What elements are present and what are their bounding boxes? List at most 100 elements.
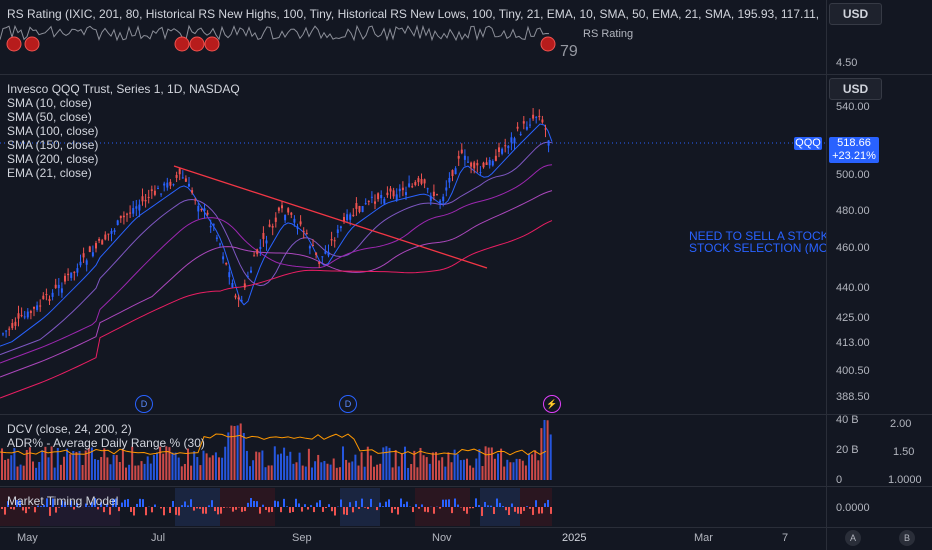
candle-body xyxy=(60,288,63,293)
chart-canvas[interactable] xyxy=(0,0,826,530)
volume-bar xyxy=(50,446,53,480)
volume-bar xyxy=(22,465,25,480)
candle-body xyxy=(250,270,252,273)
pane-divider[interactable] xyxy=(0,486,932,487)
volume-bar xyxy=(47,457,50,480)
candle-body xyxy=(2,333,4,335)
candle-body xyxy=(191,190,194,193)
candle-body xyxy=(352,214,355,217)
dividend-marker[interactable]: D xyxy=(135,395,153,413)
candle-body xyxy=(231,282,234,288)
dividend-marker[interactable]: D xyxy=(339,395,357,413)
candle-body xyxy=(463,155,466,160)
adr-indicator-title[interactable]: ADR% - Average Daily Range % (30) xyxy=(7,436,205,450)
timing-bar xyxy=(301,507,303,512)
candle-body xyxy=(417,178,420,183)
earnings-marker[interactable]: ⚡ xyxy=(543,395,561,413)
timing-bar xyxy=(391,507,393,513)
timing-bar xyxy=(190,499,192,507)
rs-rating-value: 79 xyxy=(560,43,578,60)
candle-body xyxy=(411,186,414,188)
pane-divider[interactable] xyxy=(0,414,932,415)
candle-body xyxy=(222,256,225,260)
volume-bar xyxy=(205,453,208,480)
timing-bar xyxy=(532,507,534,515)
timing-bar xyxy=(259,507,261,514)
timing-bar xyxy=(211,500,213,507)
candle-body xyxy=(5,330,8,332)
timing-bar xyxy=(217,507,219,515)
volume-bar xyxy=(311,467,313,480)
volume-bar xyxy=(239,423,242,480)
market-timing-title[interactable]: Market Timing Model xyxy=(7,494,119,508)
dcv-indicator-title[interactable]: DCV (close, 24, 200, 2) xyxy=(7,422,132,436)
timing-bar xyxy=(316,502,318,507)
auto-scale-button[interactable]: A xyxy=(845,530,861,546)
indicator-sma10[interactable]: SMA (10, close) xyxy=(7,96,92,110)
candle-body xyxy=(157,188,159,190)
candle-body xyxy=(467,161,469,163)
volume-bar xyxy=(249,466,251,480)
timing-bar xyxy=(466,507,468,514)
timing-bar xyxy=(97,507,99,510)
price-tick: 460.00 xyxy=(836,242,870,254)
time-axis-label: Jul xyxy=(151,532,166,544)
candle-body xyxy=(420,179,423,184)
indicator-ema21[interactable]: EMA (21, close) xyxy=(7,166,92,180)
volume-bar xyxy=(441,457,444,480)
timing-bar xyxy=(10,507,12,509)
candle-body xyxy=(405,192,407,196)
candle-body xyxy=(271,226,274,228)
candle-body xyxy=(42,295,45,300)
volume-bar xyxy=(382,447,385,480)
rs-new-low-marker xyxy=(174,36,190,52)
rs-indicator-title[interactable]: RS Rating (IXIC, 201, 80, Historical RS … xyxy=(7,7,822,21)
currency-button[interactable]: USD xyxy=(829,78,882,100)
indicator-sma100[interactable]: SMA (100, close) xyxy=(7,124,99,138)
volume-bar xyxy=(146,456,149,480)
rs-new-low-marker xyxy=(204,36,220,52)
volume-bar xyxy=(183,463,186,480)
volume-bar xyxy=(258,452,261,480)
volume-bar xyxy=(376,464,379,480)
symbol-title[interactable]: Invesco QQQ Trust, Series 1, 1D, NASDAQ xyxy=(7,82,240,96)
candle-body xyxy=(129,212,132,214)
volume-bar xyxy=(125,467,127,480)
chart-note[interactable]: NEED TO SELL A STOCK STOCK SELECTION (MO… xyxy=(689,230,826,254)
timing-bar xyxy=(475,498,477,507)
candle-body xyxy=(507,145,510,149)
volume-bar xyxy=(289,451,292,480)
indicator-sma200[interactable]: SMA (200, close) xyxy=(7,152,99,166)
volume-bar xyxy=(450,462,453,480)
volume-bar xyxy=(369,455,372,480)
currency-button[interactable]: USD xyxy=(829,3,882,25)
indicator-sma50[interactable]: SMA (50, close) xyxy=(7,110,92,124)
volume-bar xyxy=(456,454,459,480)
rs-axis-label: 4.50 xyxy=(836,57,858,69)
candle-body xyxy=(212,224,215,226)
timing-bar xyxy=(133,507,135,516)
volume-bar xyxy=(112,454,115,480)
timing-bar xyxy=(205,507,207,514)
candle-body xyxy=(57,284,60,289)
candle-body xyxy=(17,313,20,319)
pane-divider[interactable] xyxy=(0,74,932,75)
timing-bar xyxy=(256,501,258,507)
volume-bar xyxy=(506,459,509,480)
timing-bar xyxy=(514,507,516,512)
volume-bar xyxy=(199,465,202,480)
timing-bar xyxy=(145,507,147,516)
moving-average-line xyxy=(0,123,553,347)
candle-body xyxy=(485,162,488,166)
candle-body xyxy=(284,214,287,221)
log-scale-button[interactable]: B xyxy=(899,530,915,546)
timing-bar xyxy=(367,507,369,510)
volume-bar xyxy=(218,457,220,480)
volume-bar xyxy=(63,456,65,480)
candle-body xyxy=(358,205,361,212)
candle-body xyxy=(287,208,290,213)
volume-bar xyxy=(323,460,326,480)
timing-bar xyxy=(58,507,60,508)
timing-bar xyxy=(130,507,132,512)
indicator-sma150[interactable]: SMA (150, close) xyxy=(7,138,99,152)
